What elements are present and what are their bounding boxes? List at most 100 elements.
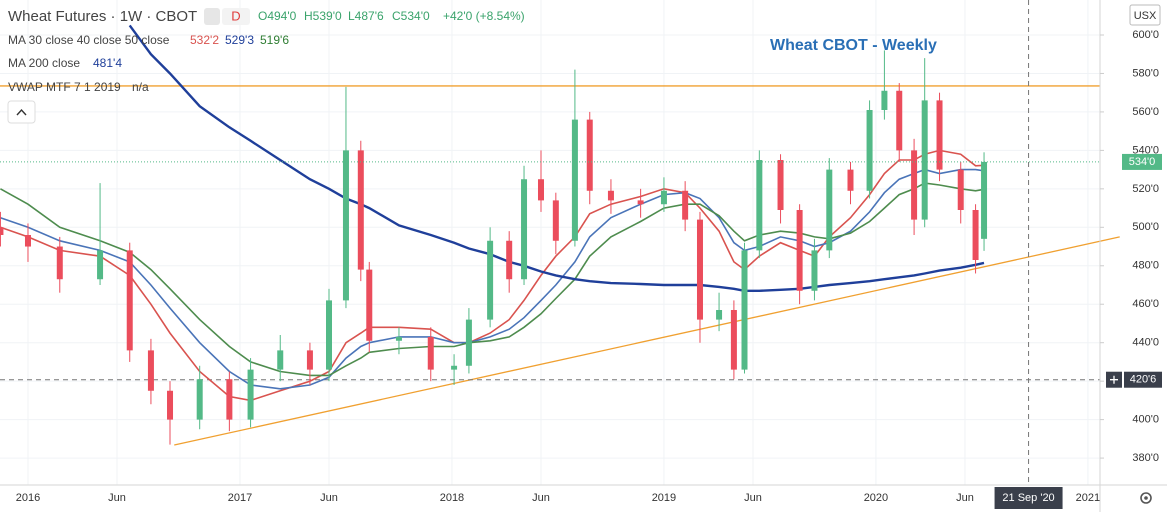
candle-body (56, 246, 63, 280)
candle-body (427, 336, 434, 370)
y-tick-label: 540'0 (1132, 144, 1159, 156)
candle-body (97, 250, 104, 280)
candle-body (847, 169, 854, 191)
header: Wheat Futures · 1W · CBOT D O494'0 H539'… (7, 4, 1161, 504)
annotation: Wheat CBOT - Weekly (770, 37, 937, 54)
candle-body (696, 219, 703, 320)
x-tick-label: 2018 (440, 492, 464, 504)
candle-body (0, 227, 4, 235)
x-tick-label: 2020 (864, 492, 888, 504)
last-price-label: 534'0 (1129, 156, 1156, 168)
y-tick-label: 500'0 (1132, 221, 1159, 233)
candle-body (896, 90, 903, 151)
indicator-value: 532'2 (190, 33, 219, 47)
x-tick-label: Jun (744, 492, 762, 504)
badge-bg[interactable] (222, 8, 250, 25)
candle-body (866, 110, 873, 191)
crosshair-plus (1110, 375, 1118, 384)
x-tick-label: Jun (532, 492, 550, 504)
candle-body (571, 119, 578, 241)
candle-body (24, 235, 31, 247)
x-tick-label: Jun (108, 492, 126, 504)
candle-body (366, 269, 373, 341)
candle-body (167, 390, 174, 420)
candle-body (395, 336, 402, 341)
candle-body (811, 250, 818, 291)
y-tick-label: 400'0 (1132, 414, 1159, 426)
candle-body (552, 200, 559, 241)
candle-body (660, 190, 667, 205)
crosshair-date-label: 21 Sep '20 (1002, 492, 1054, 504)
moving-average (0, 168, 985, 390)
candle-body (637, 200, 644, 205)
candle-body (730, 310, 737, 370)
symbol-title: Wheat Futures · 1W · CBOT (8, 8, 197, 25)
candle-body (586, 119, 593, 191)
candle-body (921, 100, 928, 220)
candle-body (881, 90, 888, 110)
y-tick-label: 380'0 (1132, 452, 1159, 464)
moving-average (0, 182, 985, 377)
candle-body (796, 210, 803, 291)
candle-body (342, 150, 349, 301)
candle-body (487, 240, 494, 320)
ohlc-close: C534'0 (392, 9, 430, 23)
indicator-label: MA 30 close 40 close 50 close (8, 33, 170, 47)
ohlc-high: H539'0 (304, 9, 342, 23)
candle-body (826, 169, 833, 251)
indicator-label: VWAP MTF 7 1 2019 (8, 80, 121, 94)
indicator-value: 481'4 (93, 56, 122, 70)
candle-body (147, 350, 154, 391)
x-tick-label: 2019 (652, 492, 676, 504)
crosshair-price-label: 420'6 (1130, 374, 1157, 386)
candle-body (716, 310, 723, 320)
trendline (174, 236, 1120, 446)
y-tick-label: 520'0 (1132, 183, 1159, 195)
candle-body (465, 319, 472, 366)
collapse-button[interactable] (7, 100, 36, 124)
currency: USX (1134, 10, 1157, 22)
last-price-box (1122, 153, 1162, 170)
plot-area: Wheat CBOT - Weekly (0, 0, 1120, 485)
candle-body (277, 350, 284, 370)
settings-icon-center[interactable] (1144, 496, 1148, 500)
currency-box (1129, 4, 1161, 26)
candle-body (126, 250, 133, 351)
collapse-icon[interactable] (16, 108, 27, 116)
candle-body (196, 379, 203, 420)
crosshair-date-box (994, 487, 1063, 509)
badge-bg[interactable] (204, 8, 220, 25)
candle-body (306, 350, 313, 370)
candle-body (521, 179, 528, 280)
candle-body (756, 160, 763, 251)
crosshair-price-box (1124, 371, 1162, 388)
indicator-value: 529'3 (225, 33, 254, 47)
y-tick-label: 480'0 (1132, 260, 1159, 272)
badge[interactable]: D (231, 8, 240, 23)
candle-body (357, 150, 364, 270)
candle-body (972, 210, 979, 260)
x-tick-label: 2017 (228, 492, 252, 504)
settings-icon[interactable] (1140, 492, 1152, 504)
candle-body (741, 250, 748, 370)
candle-body (247, 369, 254, 420)
x-tick-label: Jun (956, 492, 974, 504)
moving-average (0, 149, 985, 402)
ohlc-low: L487'6 (348, 9, 384, 23)
y-tick-label: 600'0 (1132, 29, 1159, 41)
indicator-value: n/a (132, 80, 149, 94)
candle-body (911, 150, 918, 220)
candle-body (936, 100, 943, 170)
ohlc-open: O494'0 (258, 9, 297, 23)
y-tick-label: 440'0 (1132, 337, 1159, 349)
y-tick-label: 460'0 (1132, 298, 1159, 310)
candle-body (451, 365, 458, 370)
candle-body (777, 160, 784, 210)
moving-average (128, 24, 985, 292)
candle-body (326, 300, 333, 370)
candle-body (957, 169, 964, 210)
x-tick-label: Jun (320, 492, 338, 504)
candle-body (537, 179, 544, 201)
y-tick-label: 560'0 (1132, 106, 1159, 118)
